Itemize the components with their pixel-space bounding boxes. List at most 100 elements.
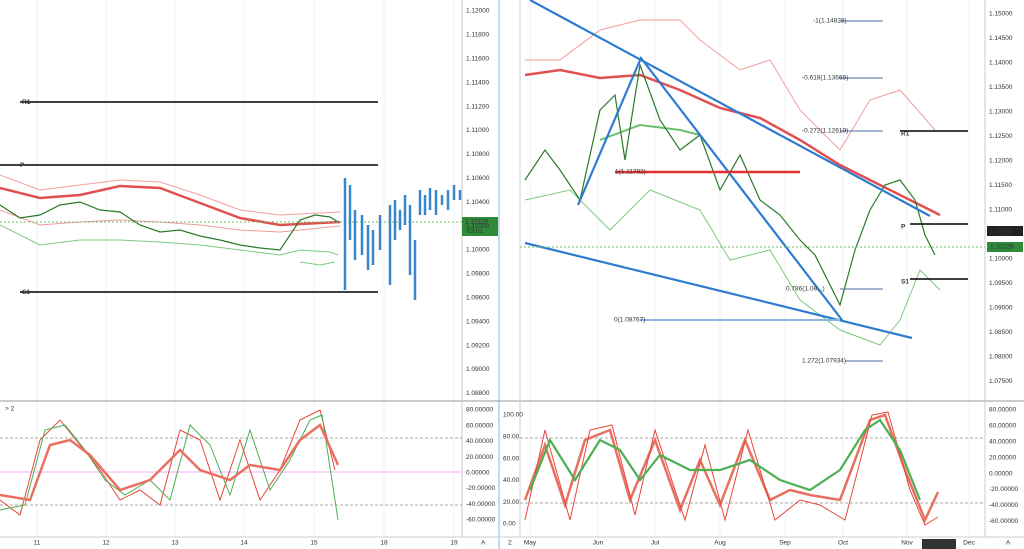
- date-label: Jun: [593, 540, 604, 547]
- osc-tick-label: 0.00000: [466, 470, 490, 477]
- price-badge-label: 1.10226: [465, 219, 489, 226]
- price-tick-label: 1.12500: [989, 133, 1013, 140]
- price-tick-label: 1.09200: [466, 342, 490, 349]
- bars: [343, 178, 462, 300]
- level-label: P: [901, 224, 906, 231]
- price-tick-label: 1.08500: [989, 329, 1013, 336]
- osc-tick-label: 40.00000: [466, 438, 493, 445]
- date-badge: [922, 539, 956, 549]
- osc-tick-label: -40.00000: [466, 501, 496, 508]
- price-badge-label: 1.10586: [990, 228, 1014, 235]
- trendline: [529, 0, 931, 217]
- osc-signal: [0, 423, 340, 502]
- corner-label: A: [481, 540, 486, 547]
- price-tick-label: 1.07500: [989, 378, 1013, 385]
- osc-tick-label: -40.00000: [989, 502, 1019, 509]
- osc-tick-label: 20.00000: [989, 454, 1016, 461]
- price-tick-label: 1.14500: [989, 35, 1013, 42]
- price-tick-label: 1.14000: [989, 60, 1013, 67]
- osc: [0, 414, 339, 521]
- price-badge: [462, 217, 498, 227]
- band: [0, 224, 339, 256]
- price-tick-label: 1.12000: [466, 8, 490, 15]
- level-label: S1: [901, 279, 909, 286]
- osc-tick-label: -20.00000: [989, 486, 1019, 493]
- price-tick-label: 1.08800: [466, 390, 490, 397]
- date-label: 12: [102, 540, 110, 547]
- price-tick-label: 1.10000: [989, 256, 1013, 263]
- price-badge: [987, 226, 1023, 236]
- osc-tick-label: -60.00000: [466, 517, 496, 524]
- price: [0, 201, 339, 251]
- price-badge-label: 1.10228: [990, 244, 1014, 251]
- osc-tick-label: 80.00000: [989, 407, 1016, 414]
- price-tick-label: 1.09400: [466, 318, 490, 325]
- price-tick-label: 1.08000: [989, 354, 1013, 361]
- pane-label: > 2: [5, 406, 15, 413]
- grid: [36, 0, 970, 537]
- price-badge: [462, 227, 498, 236]
- osc-tick-label: 0.00000: [989, 470, 1013, 477]
- date-label: Dec: [963, 540, 975, 547]
- date-label: Sep: [779, 540, 791, 547]
- osc-tick-label: 60.00000: [466, 422, 493, 429]
- price-tick-label: 1.11400: [466, 79, 489, 86]
- date-label: May: [524, 540, 537, 547]
- trendline: [576, 55, 843, 321]
- date-label: 11: [34, 540, 41, 547]
- date-badge-label: 15 Nov '19: [924, 541, 955, 548]
- osc-tick-label: 20.00: [503, 499, 520, 506]
- price-tick-label: 1.10000: [466, 247, 490, 254]
- osc-tick-label: 40.00: [503, 477, 520, 484]
- date-label: 13: [171, 540, 179, 547]
- trendline: [524, 241, 913, 340]
- band: [0, 174, 341, 216]
- level-label: S1: [22, 289, 30, 296]
- osc-tick-label: -20.00000: [466, 485, 496, 492]
- price-tick-label: 1.10400: [466, 199, 490, 206]
- date-label: 19: [450, 540, 458, 547]
- osc-tick-label: 80.00: [503, 434, 520, 441]
- fib-label: 1.272(1.07934): [802, 358, 846, 365]
- date-label: Jul: [651, 540, 660, 547]
- price-tick-label: 1.09600: [466, 295, 490, 302]
- price: [524, 62, 936, 307]
- osc-tick-label: -60.00000: [989, 518, 1019, 525]
- price-tick-label: 1.10800: [466, 151, 490, 158]
- osc-tick-label: 60.00000: [989, 423, 1016, 430]
- pane-label: 2: [508, 540, 512, 547]
- price-tick-label: 1.11600: [466, 56, 489, 63]
- price-tick-label: 1.09800: [466, 271, 490, 278]
- osc-tick-label: 80.00000: [466, 407, 493, 414]
- price-tick-label: 1.09000: [466, 366, 490, 373]
- price-tick-label: 1.09500: [989, 280, 1013, 287]
- price-tick-label: 1.10200: [466, 223, 490, 230]
- fib-label: 0.786(1.08...): [786, 286, 825, 293]
- price-tick-label: 1.12000: [989, 158, 1013, 165]
- corner-label: A: [1006, 540, 1011, 547]
- left-price: [0, 101, 462, 300]
- level-label: P: [20, 162, 25, 169]
- level-label: R1: [22, 99, 31, 106]
- date-label: 18: [380, 540, 388, 547]
- price-tick-label: 1.13000: [989, 109, 1013, 116]
- band: [525, 19, 936, 151]
- osc-tick-label: 0.00: [503, 521, 516, 528]
- price-tick-label: 1.11000: [466, 127, 489, 134]
- price-tick-label: 1.15000: [989, 11, 1013, 18]
- price-badge: [987, 242, 1023, 252]
- osc-signal: [523, 413, 940, 524]
- osc-tick-label: 100.00: [503, 412, 523, 419]
- right-price: [520, 0, 985, 362]
- band: [524, 189, 941, 346]
- fib-label: 0(1.08767): [614, 317, 645, 324]
- fib-label: -1(1.14828): [813, 18, 847, 25]
- fib-label: 1(1.11782): [615, 169, 646, 176]
- osc-signal: [528, 418, 922, 501]
- band: [299, 261, 336, 266]
- osc: [524, 411, 939, 526]
- ma: [0, 184, 341, 227]
- date-label: 14: [240, 540, 248, 547]
